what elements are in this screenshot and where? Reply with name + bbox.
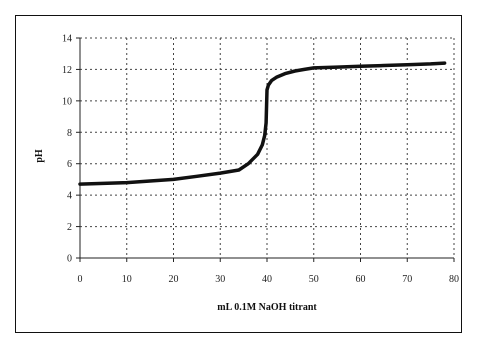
y-tick-label: 2 (67, 222, 72, 233)
y-tick-label: 0 (67, 254, 72, 265)
x-tick-label: 10 (122, 274, 132, 285)
titration-curve-line (78, 61, 447, 186)
x-tick-label: 20 (169, 274, 179, 285)
grid-lines (80, 37, 455, 258)
x-tick-label: 70 (402, 274, 412, 285)
y-tick-label: 8 (67, 128, 72, 139)
y-tick-label: 10 (62, 96, 72, 107)
x-axis-label: mL 0.1M NaOH titrant (217, 302, 317, 313)
x-tick-label: 0 (78, 274, 83, 285)
y-tick-labels: 0 2 4 6 8 10 12 14 (62, 34, 72, 265)
y-axis-label: pH (34, 149, 45, 163)
y-tick-label: 12 (62, 65, 72, 76)
x-tick-label: 60 (356, 274, 366, 285)
y-tick-label: 4 (67, 191, 72, 202)
x-tick-label: 80 (449, 274, 459, 285)
y-tick-label: 14 (62, 34, 72, 45)
x-tick-label: 40 (262, 274, 272, 285)
x-tick-label: 50 (309, 274, 319, 285)
x-tick-label: 30 (215, 274, 225, 285)
chart-frame (15, 15, 462, 333)
axes (76, 37, 455, 262)
y-tick-label: 6 (67, 159, 72, 170)
x-tick-labels: 0 10 20 30 40 50 60 70 80 (78, 274, 460, 285)
series-group (78, 61, 447, 186)
